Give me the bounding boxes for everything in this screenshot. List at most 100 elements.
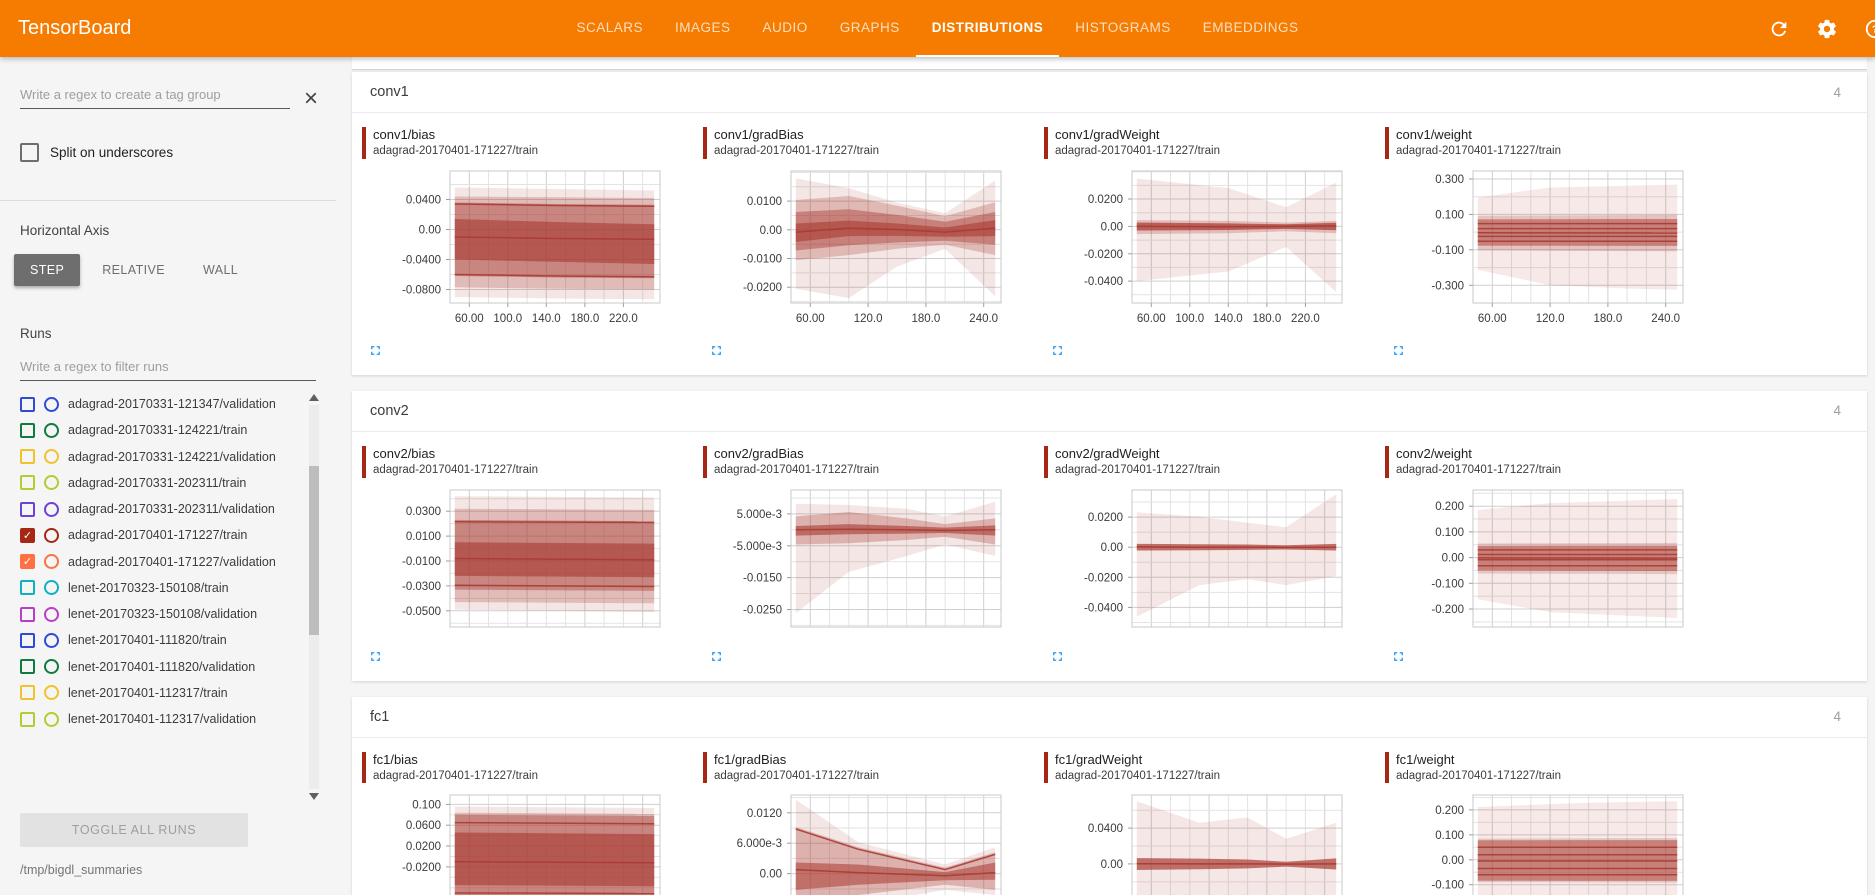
tab-embeddings[interactable]: EMBEDDINGS	[1202, 20, 1299, 35]
run-solo-radio[interactable]	[44, 475, 59, 491]
svg-text:0.00: 0.00	[1101, 542, 1123, 554]
axis-option-relative[interactable]: RELATIVE	[102, 263, 165, 277]
run-checkbox[interactable]	[20, 580, 35, 596]
run-checkbox[interactable]	[20, 711, 35, 727]
run-solo-radio[interactable]	[44, 501, 59, 517]
charts-row: conv2/bias adagrad-20170401-171227/train 0…	[352, 432, 1867, 681]
chart-title: conv1/gradBias	[714, 127, 804, 142]
settings-icon[interactable]	[1816, 18, 1838, 40]
svg-text:0.100: 0.100	[1435, 830, 1464, 842]
run-item[interactable]: ✓ adagrad-20170401-171227/validation	[0, 549, 336, 575]
run-item[interactable]: adagrad-20170331-124221/train	[0, 417, 336, 443]
chart-run-name: adagrad-20170401-171227/train	[714, 144, 879, 157]
run-checkbox[interactable]	[20, 659, 35, 675]
run-item[interactable]: adagrad-20170331-124221/validation	[0, 444, 336, 470]
runs-filter-input[interactable]	[20, 355, 316, 381]
expand-icon[interactable]	[1050, 649, 1065, 664]
axis-option-step[interactable]: STEP	[14, 254, 81, 286]
section-header-conv2[interactable]: conv2 4	[352, 391, 1867, 432]
chart-title: conv1/gradWeight	[1055, 127, 1160, 142]
run-checkbox[interactable]	[20, 606, 35, 622]
tag-regex-input[interactable]	[20, 83, 290, 109]
scroll-up-icon[interactable]	[309, 394, 319, 401]
scrollbar-thumb[interactable]	[309, 466, 319, 636]
run-checkbox[interactable]	[20, 475, 35, 491]
chart-plot[interactable]: 0.200 0.100 0.00 -0.100 -0.200	[1385, 486, 1705, 635]
run-item[interactable]: lenet-20170323-150108/validation	[0, 601, 336, 627]
run-item[interactable]: lenet-20170323-150108/train	[0, 575, 336, 601]
run-item[interactable]: lenet-20170401-111820/train	[0, 627, 336, 653]
run-checkbox[interactable]	[20, 396, 35, 412]
run-solo-radio[interactable]	[44, 632, 59, 648]
run-checkbox[interactable]	[20, 501, 35, 517]
runs-scrollbar[interactable]	[308, 391, 320, 803]
expand-icon[interactable]	[709, 649, 724, 664]
svg-text:240.0: 240.0	[1651, 313, 1680, 325]
run-checkbox[interactable]: ✓	[20, 527, 35, 543]
chart-title: fc1/gradBias	[714, 751, 787, 767]
scrollbar-track[interactable]	[309, 405, 319, 789]
run-item[interactable]: adagrad-20170331-202311/validation	[0, 496, 336, 522]
chart-plot[interactable]: 0.200 0.100 0.00 -0.100	[1385, 791, 1705, 895]
app-title: TensorBoard	[18, 17, 132, 39]
chart-plot[interactable]: 0.0100 0.00 -0.0100 -0.0200 60.00 120.0 180.0 2…	[703, 167, 1023, 329]
expand-icon[interactable]	[1391, 649, 1406, 664]
section-header-fc1[interactable]: fc1 4	[352, 697, 1867, 738]
run-item[interactable]: lenet-20170401-111820/validation	[0, 654, 336, 680]
tab-histograms[interactable]: HISTOGRAMS	[1075, 20, 1171, 35]
run-checkbox[interactable]	[20, 685, 35, 701]
svg-text:0.00: 0.00	[1442, 855, 1464, 867]
close-icon[interactable]: ×	[303, 85, 318, 112]
run-checkbox[interactable]	[20, 422, 35, 438]
tab-images[interactable]: IMAGES	[674, 20, 731, 35]
chart-plot[interactable]: 0.0120 6.000e-3 0.00	[703, 791, 1023, 895]
scroll-down-icon[interactable]	[309, 793, 319, 800]
toggle-all-runs-button[interactable]: TOGGLE ALL RUNS	[20, 813, 248, 847]
run-item[interactable]: lenet-20170401-112317/validation	[0, 706, 336, 732]
run-color-bar	[1044, 751, 1048, 784]
expand-icon[interactable]	[1050, 343, 1065, 358]
run-solo-radio[interactable]	[44, 711, 59, 727]
expand-icon[interactable]	[709, 343, 724, 358]
run-item[interactable]: ✓ adagrad-20170401-171227/train	[0, 522, 336, 548]
run-checkbox[interactable]	[20, 632, 35, 648]
chart-title: conv2/weight	[1396, 445, 1472, 461]
split-underscores-checkbox[interactable]	[20, 143, 39, 162]
chart-plot[interactable]: 5.000e-3 -5.000e-3 -0.0150 -0.0250	[703, 486, 1023, 635]
run-item[interactable]: adagrad-20170331-202311/train	[0, 470, 336, 496]
expand-icon[interactable]	[368, 343, 383, 358]
help-icon[interactable]: ?	[1864, 18, 1875, 40]
tab-scalars[interactable]: SCALARS	[576, 20, 643, 35]
run-solo-radio[interactable]	[44, 449, 59, 465]
run-solo-radio[interactable]	[44, 396, 59, 412]
chart-plot[interactable]: 0.0200 0.00 -0.0200 -0.0400 60.00 100.0 140.0 1…	[1044, 167, 1364, 329]
log-dir: /tmp/bigdl_summaries	[20, 863, 143, 877]
run-solo-radio[interactable]	[44, 554, 59, 570]
chart-plot[interactable]: 0.300 0.100 -0.100 -0.300 60.00 120.0 180.0 240…	[1385, 167, 1705, 329]
expand-icon[interactable]	[368, 649, 383, 664]
run-checkbox[interactable]	[20, 449, 35, 465]
run-solo-radio[interactable]	[44, 659, 59, 675]
run-item[interactable]: lenet-20170401-112317/train	[0, 680, 336, 706]
split-underscores-row[interactable]: Split on underscores	[20, 143, 336, 162]
run-solo-radio[interactable]	[44, 580, 59, 596]
chart-plot[interactable]: 0.0300 0.0100 -0.0100 -0.0300 -0.0500	[362, 486, 682, 635]
run-solo-radio[interactable]	[44, 685, 59, 701]
tab-graphs[interactable]: GRAPHS	[839, 20, 900, 35]
chart-plot[interactable]: 0.0200 0.00 -0.0200 -0.0400	[1044, 486, 1364, 635]
svg-text:180.0: 180.0	[912, 313, 941, 325]
chart-plot[interactable]: 0.100 0.0600 0.0200 -0.0200	[362, 791, 682, 895]
run-solo-radio[interactable]	[44, 527, 59, 543]
tab-audio[interactable]: AUDIO	[762, 20, 808, 35]
chart-plot[interactable]: 0.0400 0.00 -0.0400 -0.0800 60.00 100.0 140.0 1…	[362, 167, 682, 329]
expand-icon[interactable]	[1391, 343, 1406, 358]
run-solo-radio[interactable]	[44, 606, 59, 622]
tab-distributions[interactable]: DISTRIBUTIONS	[915, 0, 1060, 57]
run-solo-radio[interactable]	[44, 422, 59, 438]
section-header-conv1[interactable]: conv1 4	[352, 72, 1867, 113]
run-item[interactable]: adagrad-20170331-121347/validation	[0, 391, 336, 417]
axis-option-wall[interactable]: WALL	[202, 263, 239, 277]
refresh-icon[interactable]	[1768, 18, 1790, 40]
run-checkbox[interactable]: ✓	[20, 554, 35, 570]
